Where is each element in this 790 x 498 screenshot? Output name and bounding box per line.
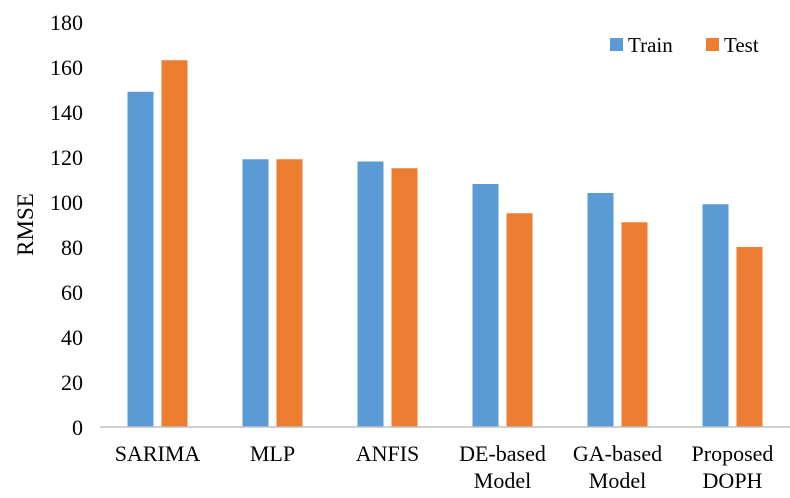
bar-train bbox=[472, 184, 499, 427]
bar-test bbox=[621, 222, 648, 427]
y-tick-label: 120 bbox=[50, 145, 83, 170]
y-axis-title: RMSE bbox=[13, 193, 38, 256]
y-tick-label: 140 bbox=[50, 100, 83, 125]
bars bbox=[127, 60, 763, 427]
bar-test bbox=[391, 168, 418, 427]
bar-test bbox=[506, 213, 533, 427]
y-tick-label: 180 bbox=[50, 10, 83, 35]
y-tick-label: 40 bbox=[61, 325, 83, 350]
y-tick-label: 20 bbox=[61, 370, 83, 395]
legend-label-test: Test bbox=[724, 33, 759, 57]
legend-swatch-test bbox=[706, 38, 719, 51]
x-category-label: GA-based bbox=[573, 441, 662, 466]
bar-test bbox=[161, 60, 188, 427]
x-category-label: MLP bbox=[250, 441, 295, 466]
x-category-label: Proposed bbox=[692, 441, 774, 466]
x-category-label: SARIMA bbox=[115, 441, 201, 466]
y-axis-ticks: 0 20 40 60 80 100 120 140 160 180 bbox=[50, 10, 83, 440]
x-axis-labels: SARIMA MLP ANFIS DE-basedModelGA-basedModel… bbox=[115, 441, 774, 493]
y-tick-label: 60 bbox=[61, 280, 83, 305]
y-tick-label: 160 bbox=[50, 55, 83, 80]
x-category-label: DOPH bbox=[703, 468, 763, 493]
x-category-label: DE-based bbox=[459, 441, 546, 466]
bar-test bbox=[276, 159, 303, 427]
bar-train bbox=[127, 91, 154, 427]
bar-train bbox=[587, 193, 614, 427]
legend-label-train: Train bbox=[628, 33, 673, 57]
y-tick-label: 100 bbox=[50, 190, 83, 215]
bar-train bbox=[242, 159, 269, 427]
x-category-label: Model bbox=[474, 468, 531, 493]
y-tick-label: 0 bbox=[72, 415, 83, 440]
x-category-label: Model bbox=[589, 468, 646, 493]
bar-train bbox=[702, 204, 729, 427]
bar-train bbox=[357, 161, 384, 427]
x-category-label: ANFIS bbox=[356, 441, 420, 466]
y-tick-label: 80 bbox=[61, 235, 83, 260]
legend: Train Test bbox=[610, 33, 759, 57]
legend-swatch-train bbox=[610, 38, 623, 51]
bar-test bbox=[736, 247, 763, 427]
